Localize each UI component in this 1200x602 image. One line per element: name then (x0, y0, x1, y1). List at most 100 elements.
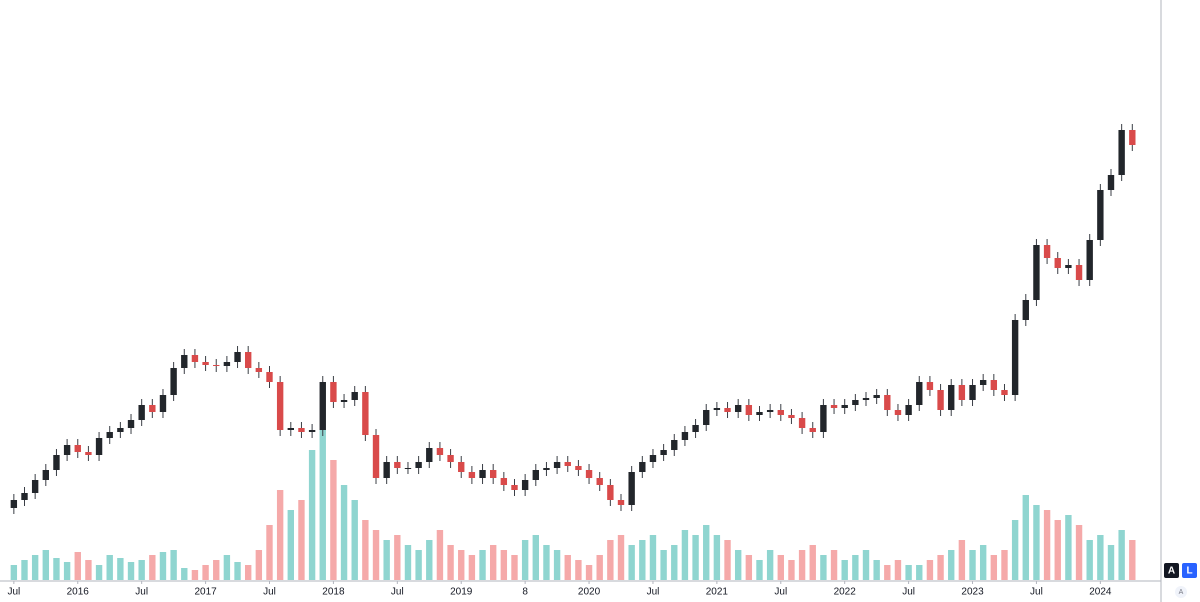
candle-body (692, 425, 699, 432)
volume-bar (479, 550, 486, 580)
volume-bar (1054, 520, 1061, 580)
volume-bar (788, 560, 795, 580)
candle-body (202, 362, 209, 365)
volume-bar (287, 510, 294, 580)
x-tick-label: 2016 (67, 587, 90, 598)
volume-bar (1022, 495, 1029, 580)
x-tick-label: Jul (391, 587, 404, 598)
candle-body (31, 480, 39, 493)
candle-body (766, 410, 774, 412)
candle-body (479, 470, 486, 478)
log-button-bg[interactable] (1182, 563, 1197, 578)
candle-body (213, 365, 220, 366)
candle-body (553, 462, 561, 468)
volume-bar (95, 565, 103, 580)
candle-body (468, 472, 476, 478)
volume-bar (1075, 525, 1083, 580)
volume-bar (500, 550, 508, 580)
log-button[interactable]: L (1182, 563, 1197, 578)
candle-body (330, 382, 337, 402)
candle-body (234, 352, 241, 362)
candle-body (117, 428, 124, 432)
candle-body (447, 455, 454, 462)
volume-bar (127, 562, 135, 580)
volume-bar (873, 560, 880, 580)
volume-bar (1097, 535, 1104, 580)
candle-body (617, 500, 625, 505)
scale-button-bg[interactable] (1175, 586, 1187, 598)
candle-body (575, 466, 582, 470)
volume-bar (862, 550, 870, 580)
volume-bar (905, 565, 912, 580)
candle-body (1097, 190, 1104, 240)
volume-bar (149, 555, 156, 580)
candle-body (1075, 265, 1083, 280)
candle-body (404, 468, 412, 469)
log-button-label[interactable]: L (1186, 566, 1192, 577)
volume-bar (553, 550, 561, 580)
candle-body (53, 455, 60, 470)
candle-body (1118, 130, 1125, 175)
candle-body (106, 432, 113, 438)
volume-bar (798, 550, 806, 580)
volume-bar (213, 560, 220, 580)
candle-body (777, 410, 784, 415)
volume-bar (330, 460, 337, 580)
x-tick-label: Jul (263, 587, 276, 598)
auto-button-bg[interactable] (1164, 563, 1179, 578)
volume-bar (607, 540, 614, 580)
candle-body (159, 395, 167, 412)
candle-body (958, 385, 966, 400)
candle-body (681, 432, 689, 440)
volume-bar (660, 550, 667, 580)
volume-bar (255, 550, 263, 580)
candle-body (724, 408, 731, 412)
volume-bar (10, 565, 18, 580)
volume-bar (53, 558, 60, 580)
volume-bar (948, 550, 955, 580)
volume-bar (234, 562, 241, 580)
volume-bar (724, 540, 731, 580)
candle-body (138, 405, 145, 420)
candle-body (628, 472, 635, 505)
candle-body (1033, 245, 1040, 300)
volume-bar (1011, 520, 1019, 580)
volume-bar (394, 535, 401, 580)
x-tick-label: 2017 (194, 587, 217, 598)
volume-bar (511, 555, 518, 580)
candle-body (255, 368, 263, 372)
candle-body (436, 448, 444, 455)
x-tick-label: 2019 (450, 587, 473, 598)
volume-bar (63, 562, 71, 580)
candle-body (521, 480, 529, 490)
candle-body (42, 470, 49, 480)
auto-button-label[interactable]: A (1168, 566, 1175, 577)
candle-body (394, 462, 401, 468)
candle-body (149, 405, 156, 412)
x-tick-label: 8 (522, 587, 528, 598)
volume-bar (937, 555, 944, 580)
volume-bar (820, 555, 827, 580)
volume-bar (468, 555, 476, 580)
volume-bar (223, 555, 231, 580)
candle-body (85, 452, 92, 455)
auto-button[interactable]: A (1164, 563, 1179, 578)
volume-bar (181, 568, 188, 580)
candle-body (362, 392, 369, 435)
volume-bar (1129, 540, 1136, 580)
volume-bar (1001, 550, 1008, 580)
candle-body (660, 450, 667, 455)
volume-bar (21, 560, 28, 580)
candle-body (798, 418, 806, 428)
candle-body (809, 428, 816, 432)
candle-body (852, 400, 859, 405)
volume-bar (649, 535, 657, 580)
volume-bar (244, 565, 252, 580)
candle-body (948, 385, 955, 410)
candle-body (905, 405, 912, 415)
candle-body (266, 372, 273, 382)
volume-bar (532, 535, 539, 580)
volume-bar (1107, 545, 1115, 580)
candle-body (351, 392, 358, 400)
scale-button-label[interactable]: A (1179, 589, 1184, 596)
